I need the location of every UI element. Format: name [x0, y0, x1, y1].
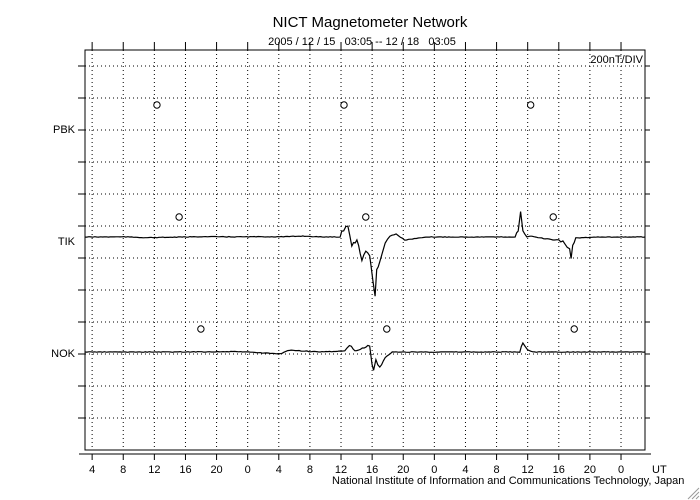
x-tick-labels: 4 8 12 16 20 0 4 8 12 16 20 0 4 8 12 16 20 0: [89, 464, 624, 476]
x-tick-label: 0: [618, 464, 624, 476]
x-axis-label: UT: [652, 464, 667, 476]
traces: [84, 211, 646, 371]
plot-frame: [84, 49, 646, 451]
marker-circle-nok: [383, 325, 391, 333]
x-tick-label: 8: [120, 464, 126, 476]
trace-nok: [84, 341, 646, 371]
marker-circle-pbk: [340, 101, 348, 109]
station-labels: PBK TIK NOK: [51, 124, 76, 360]
chart-title: NICT Magnetometer Network: [273, 14, 468, 31]
x-tick-label: 16: [366, 464, 378, 476]
marker-circle-pbk: [153, 101, 161, 109]
x-tick-label: 16: [553, 464, 565, 476]
x-tick-label: 16: [179, 464, 191, 476]
station-label-nok: NOK: [51, 348, 76, 360]
x-tick-label: 0: [245, 464, 251, 476]
x-tick-label: 20: [584, 464, 596, 476]
trace-tik: [85, 211, 646, 297]
scale-label: 200nT/DIV: [590, 54, 643, 66]
x-tick-label: 0: [431, 464, 437, 476]
marker-circle-tik: [362, 213, 370, 221]
marker-circle-nok: [197, 325, 205, 333]
marker-circle-pbk: [526, 101, 535, 109]
x-tick-label: 4: [89, 464, 95, 476]
grid: [85, 50, 645, 450]
station-label-tik: TIK: [58, 236, 76, 248]
markers: [153, 101, 578, 333]
x-tick-label: 20: [210, 464, 222, 476]
x-tick-label: 4: [462, 464, 468, 476]
credit-text: National Institute of Information and Co…: [332, 475, 684, 487]
station-label-pbk: PBK: [53, 124, 76, 136]
x-tick-label: 20: [397, 464, 409, 476]
x-tick-label: 12: [335, 464, 347, 476]
x-tick-label: 8: [307, 464, 313, 476]
x-tick-label: 12: [148, 464, 160, 476]
axis-ticks: [78, 42, 651, 460]
marker-circle-nok: [570, 325, 578, 333]
marker-circle-tik: [175, 213, 183, 221]
x-tick-label: 4: [276, 464, 282, 476]
resize-grip-icon[interactable]: [687, 487, 700, 500]
chart-subtitle: 2005 / 12 / 15 03:05 -- 12 / 18 03:05: [268, 36, 456, 48]
x-tick-label: 12: [522, 464, 534, 476]
marker-circle-tik: [549, 213, 557, 221]
x-tick-label: 8: [494, 464, 500, 476]
